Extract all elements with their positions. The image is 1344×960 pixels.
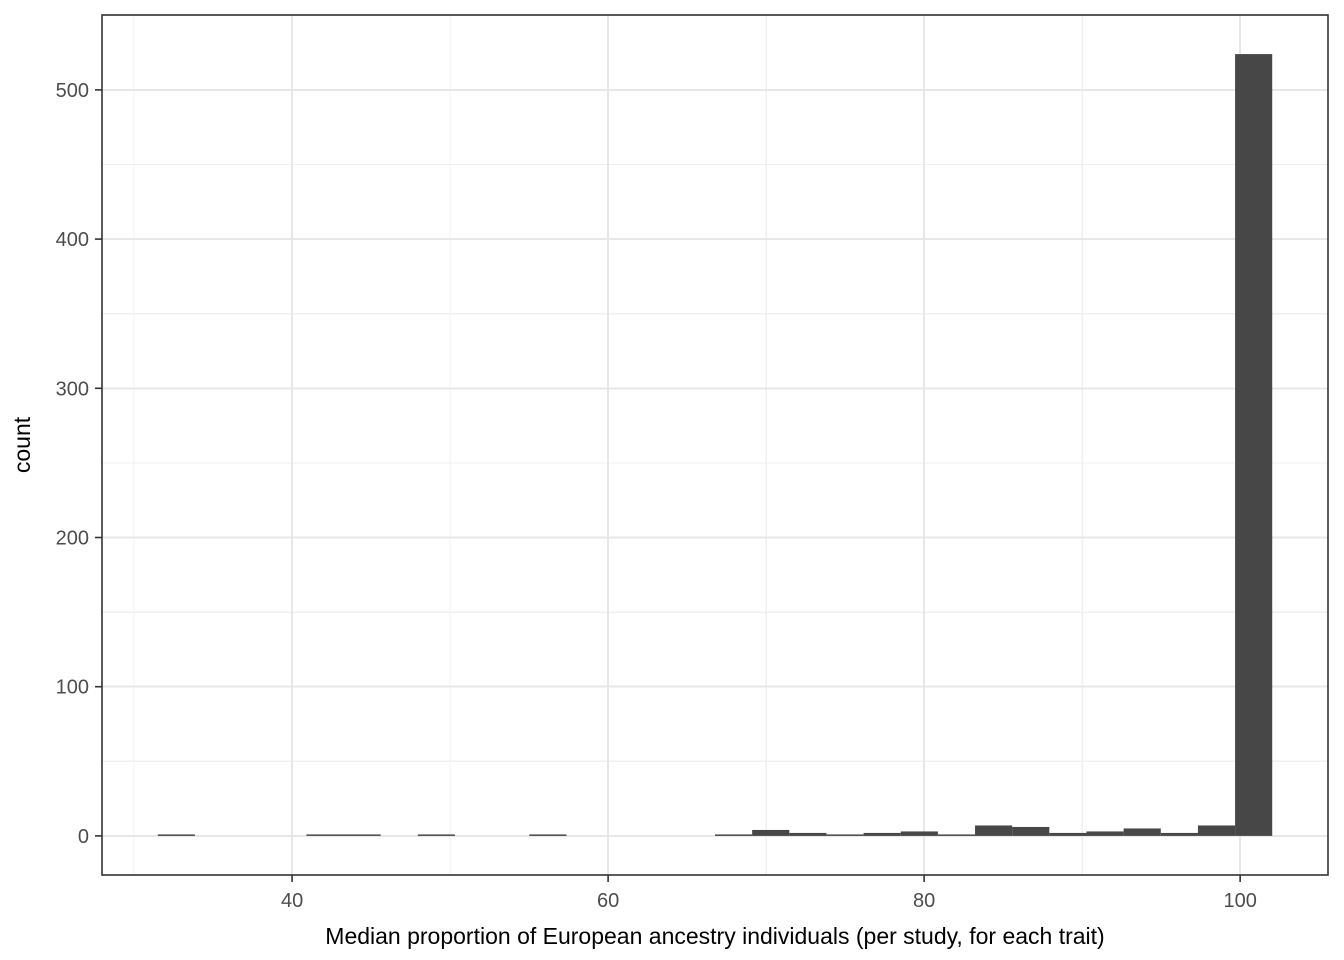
histogram-bar [1235,54,1273,836]
x-tick-label: 100 [1223,890,1256,912]
histogram-bar [417,834,455,836]
histogram-bar [343,834,381,836]
axis-tick-marks [95,89,1241,882]
histogram-bar [1197,825,1236,836]
histogram-bar [157,834,195,836]
x-tick-label: 40 [281,890,303,912]
histogram-bar [900,831,938,836]
histogram-bar [752,829,790,836]
histogram-bar [863,832,901,836]
x-tick-label: 60 [597,890,619,912]
y-tick-label: 200 [56,528,89,550]
histogram-bar [1012,826,1050,836]
x-tick-label: 80 [913,890,935,912]
histogram-bar [715,834,753,836]
histogram-bar [529,834,567,836]
histogram-bar [1160,832,1198,836]
histogram-bar [975,825,1013,836]
histogram-bar [937,834,976,836]
plot-panel-background [102,15,1328,875]
x-axis-title: Median proportion of European ancestry i… [325,923,1104,949]
panel-border [101,14,1329,876]
histogram-bar [1123,828,1161,836]
histogram-bar [826,834,864,836]
y-tick-label: 100 [56,677,89,699]
y-tick-label: 500 [56,80,89,102]
x-axis-tick-labels: 40 60 80 100 [281,890,1257,912]
histogram-bar [789,832,827,836]
y-tick-label: 300 [56,378,89,400]
histogram-bar [1049,832,1087,836]
y-tick-label: 0 [78,826,89,848]
histogram-bars [157,54,1273,836]
y-tick-label: 400 [56,229,89,251]
histogram-bar [306,834,344,836]
y-axis-tick-labels: 0 100 200 300 400 500 [56,80,89,848]
histogram-bar [1086,831,1124,836]
y-axis-title: count [9,416,35,473]
